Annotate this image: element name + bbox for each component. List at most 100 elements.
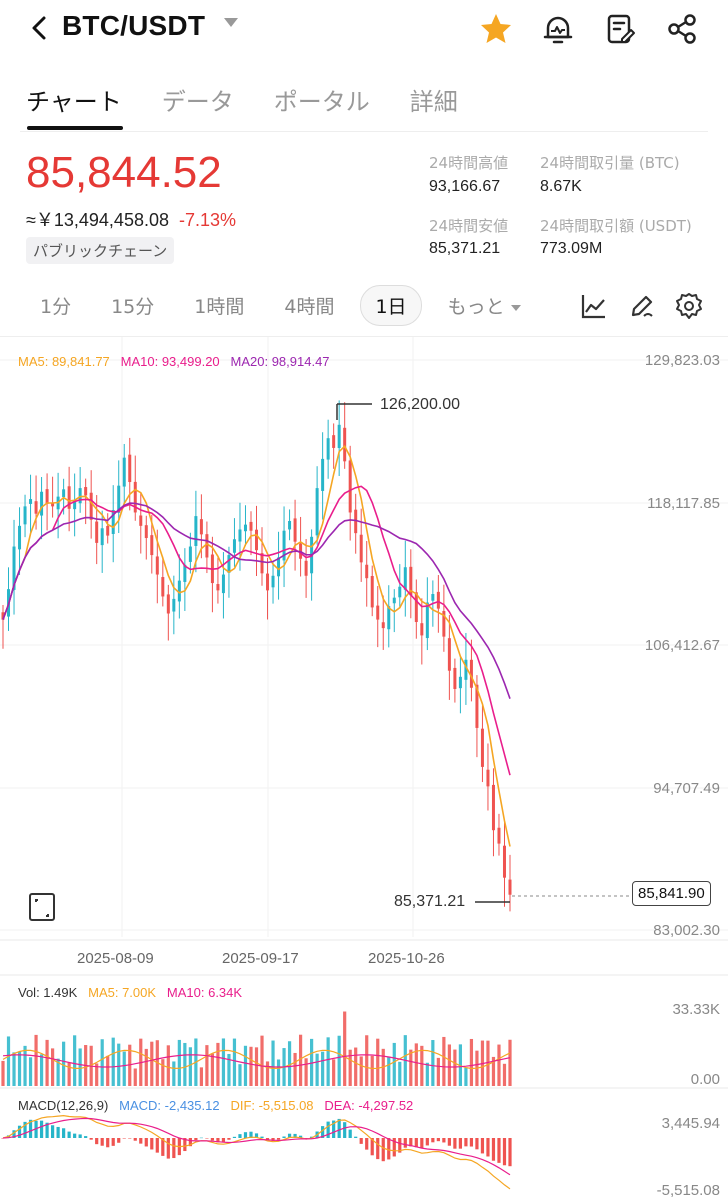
vol-legend: Vol: 1.49K — [18, 985, 78, 1000]
pair-title[interactable]: BTC/USDT — [62, 10, 206, 41]
macd-histogram-bar — [100, 1138, 104, 1146]
price-alert-icon[interactable] — [540, 11, 576, 52]
volume-bar — [1, 1060, 5, 1086]
macd-histogram-bar — [28, 1119, 33, 1138]
interval-4h[interactable]: 4時間 — [284, 296, 335, 318]
macd-histogram-bar — [381, 1138, 385, 1162]
macd-histogram-bar — [133, 1138, 137, 1141]
fullscreen-icon[interactable] — [28, 892, 56, 927]
volume-bar — [243, 1045, 248, 1086]
candle-body — [403, 567, 407, 590]
volume-bar — [249, 1046, 253, 1086]
fiat-conversion: ≈￥13,494,458.08 -7.13% — [26, 206, 236, 232]
interval-15m[interactable]: 15分 — [111, 296, 155, 318]
macd-histogram-bar — [337, 1118, 341, 1138]
macd-histogram-bar — [56, 1126, 60, 1138]
macd-histogram-bar — [155, 1138, 159, 1153]
settings-gear-icon[interactable] — [674, 291, 704, 326]
interval-1h[interactable]: 1時間 — [194, 296, 245, 318]
macd-histogram-bar — [17, 1125, 22, 1138]
macd-histogram-bar — [23, 1121, 27, 1138]
candle-body — [365, 564, 369, 579]
star-icon[interactable] — [478, 11, 514, 52]
interval-more[interactable]: もっと — [434, 286, 535, 325]
macd-histogram-bar — [221, 1138, 226, 1142]
tab-details[interactable]: 詳細 — [409, 88, 458, 116]
back-arrow-icon[interactable] — [26, 12, 52, 44]
candle-body — [144, 525, 148, 539]
macd-legend: MACD(12,26,9) MACD: -2,435.12 DIF: -5,51… — [18, 1098, 413, 1113]
macd-histogram-bar — [210, 1138, 215, 1141]
volume-bar — [188, 1047, 192, 1086]
volume-bar — [436, 1057, 440, 1086]
interval-1m[interactable]: 1分 — [40, 296, 72, 318]
candle-body — [332, 435, 336, 448]
x-tick-label: 2025-08-09 — [77, 950, 154, 967]
macd-histogram-bar — [194, 1138, 198, 1141]
volume-bar — [34, 1034, 38, 1086]
macd-histogram-bar — [106, 1138, 110, 1148]
draw-tool-icon[interactable] — [628, 292, 656, 325]
volume-bar — [376, 1038, 380, 1086]
macd-histogram-bar — [84, 1136, 88, 1138]
volume-bar — [359, 1056, 363, 1086]
dif-value: DIF: -5,515.08 — [230, 1098, 314, 1113]
low-value: 85,371.21 — [429, 240, 501, 257]
macd-axis-label: 3,445.94 — [661, 1115, 720, 1132]
high-marker-line — [336, 403, 372, 420]
macd-histogram-bar — [260, 1136, 264, 1138]
volume-bar — [23, 1045, 27, 1086]
tab-chart[interactable]: チャート — [26, 88, 122, 116]
macd-histogram-bar — [409, 1138, 413, 1147]
volume-bar — [106, 1055, 110, 1086]
candle-body — [304, 560, 308, 576]
macd-histogram-bar — [34, 1120, 38, 1138]
volume-bar — [354, 1047, 358, 1086]
candle-body — [166, 594, 170, 614]
indicator-icon[interactable] — [580, 292, 608, 325]
volume-bar — [425, 1062, 429, 1086]
pair-dropdown-caret-icon[interactable] — [224, 18, 238, 27]
vol-ma5-legend: MA5: 7.00K — [88, 985, 157, 1000]
macd-histogram-bar — [78, 1134, 82, 1138]
volume-btc-value: 8.67K — [540, 178, 582, 195]
interval-1d[interactable]: 1日 — [360, 285, 422, 326]
volume-bar — [414, 1043, 418, 1086]
macd-histogram-bar — [497, 1138, 501, 1163]
x-tick-label: 2025-10-26 — [368, 950, 445, 967]
tab-data[interactable]: データ — [161, 88, 234, 116]
macd-histogram-bar — [1, 1138, 5, 1139]
candle-body — [62, 489, 66, 498]
volume-bar — [227, 1053, 231, 1086]
volume-bar — [17, 1051, 22, 1086]
macd-histogram-bar — [150, 1138, 154, 1150]
macd-histogram-bar — [128, 1138, 132, 1139]
candle-body — [398, 586, 402, 598]
volume-bar — [28, 1057, 33, 1086]
candle-body — [315, 488, 319, 536]
volume-bar — [177, 1039, 181, 1086]
volume-bar — [12, 1052, 16, 1086]
candle-body — [18, 525, 22, 550]
volume-bar — [78, 1048, 82, 1086]
macd-histogram-bar — [359, 1138, 363, 1144]
candle-body — [249, 521, 253, 531]
macd-histogram-bar — [111, 1138, 115, 1146]
volume-bar — [442, 1036, 446, 1086]
macd-histogram-bar — [403, 1138, 407, 1148]
share-icon[interactable] — [664, 11, 700, 52]
volume-bar — [238, 1064, 242, 1086]
note-edit-icon[interactable] — [602, 11, 638, 52]
volume-bar — [39, 1054, 44, 1086]
candle-body — [155, 556, 159, 575]
candle-body — [73, 500, 77, 510]
volume-bar — [293, 1052, 297, 1086]
macd-histogram-bar — [354, 1136, 358, 1138]
candle-body — [409, 566, 413, 596]
macd-histogram-bar — [161, 1138, 165, 1156]
price-chart[interactable] — [0, 337, 728, 1200]
macd-histogram-bar — [458, 1138, 463, 1149]
candle-body — [100, 528, 104, 546]
candle-body — [232, 539, 236, 553]
tab-portal[interactable]: ポータル — [273, 88, 370, 116]
